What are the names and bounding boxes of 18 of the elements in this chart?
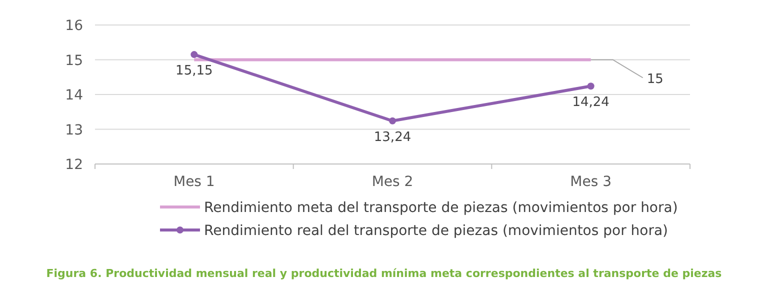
data-label: 15	[646, 72, 664, 87]
y-tick-label: 15	[65, 52, 83, 69]
data-label: 14,24	[572, 95, 610, 110]
point	[587, 82, 594, 90]
y-tick-label: 14	[65, 88, 84, 104]
data-label: 13,24	[374, 130, 412, 145]
x-tick-label: Mes 1	[173, 174, 215, 190]
x-tick-label: Mes 2	[372, 174, 414, 190]
point	[389, 117, 396, 124]
y-tick-label: 16	[65, 18, 84, 34]
text: Figura 6. Productividad mensual real y productividad mínima meta correspondientes al transporte de piezas	[46, 267, 722, 280]
legend-label: Rendimiento real del transporte de piezas (movimientos por hora)	[204, 223, 668, 239]
y-tick-label: 13	[65, 122, 83, 138]
point	[190, 51, 198, 58]
x-tick-label: Mes 3	[570, 174, 612, 190]
y-tick-label: 12	[65, 157, 83, 173]
data-label: 15,15	[176, 64, 213, 79]
legend-label: Rendimiento meta del transporte de piezas (movimientos por hora)	[204, 200, 678, 216]
